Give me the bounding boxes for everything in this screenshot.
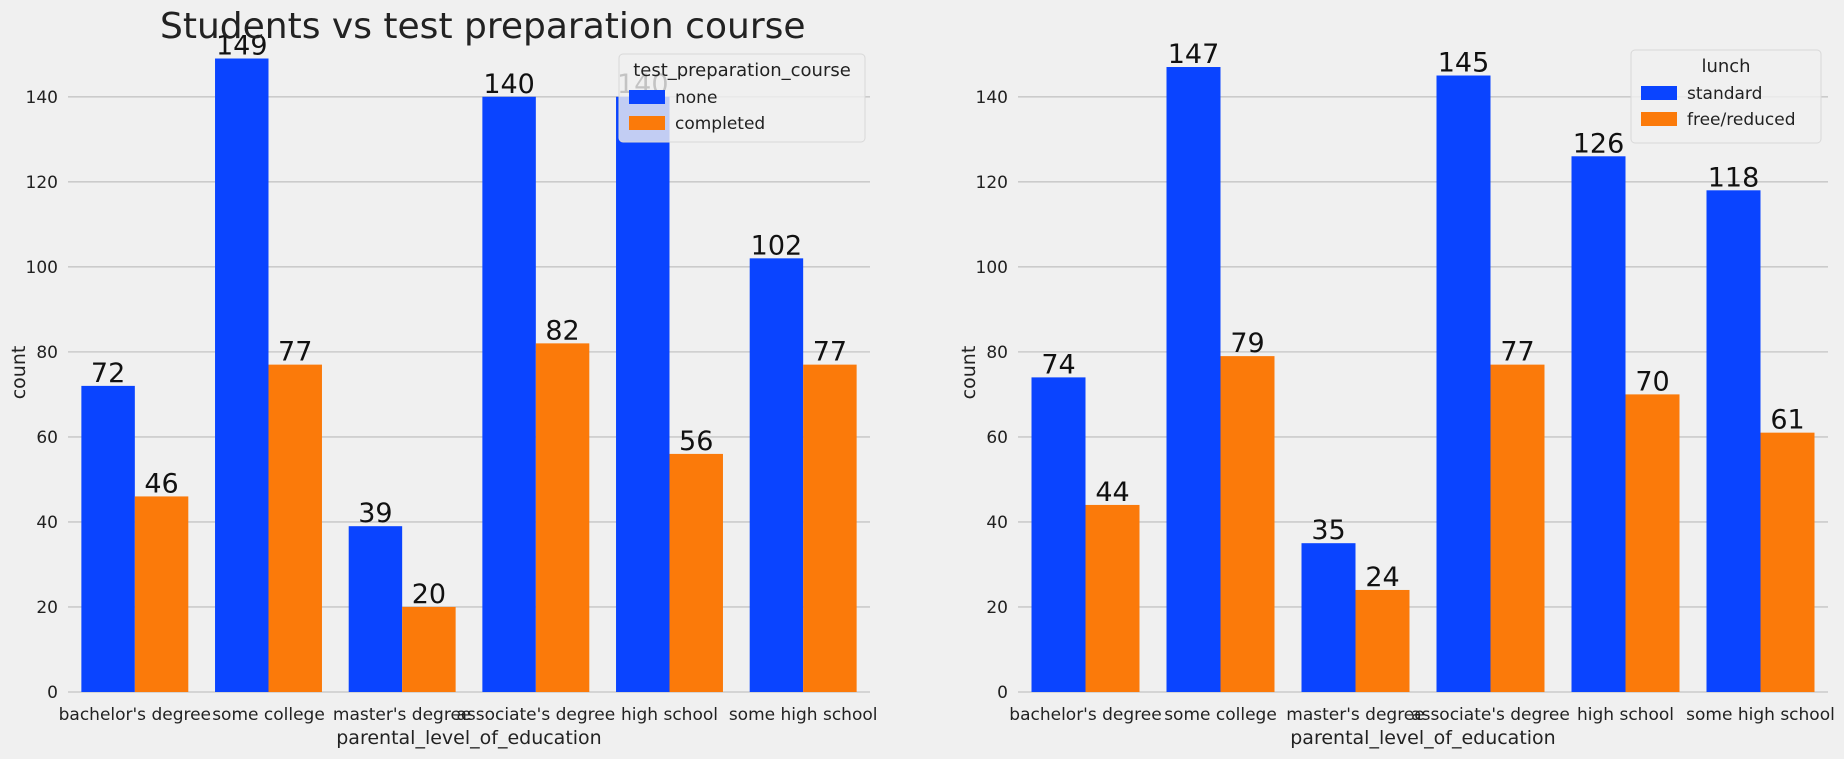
bar-free-reduced [1220, 356, 1275, 692]
x-tick-label: some high school [1686, 705, 1835, 725]
y-tick-label: 0 [47, 683, 58, 703]
y-axis-label: count [958, 346, 980, 400]
bar-completed [803, 364, 857, 692]
bar-standard [1706, 190, 1761, 692]
x-tick-label: some high school [729, 705, 878, 725]
chart-panel-1: 0204060801001201407214939140140102467720… [8, 6, 877, 749]
legend-label: free/reduced [1687, 110, 1795, 130]
bar-standard [1166, 67, 1221, 693]
bar-standard [1301, 543, 1356, 692]
y-tick-label: 20 [36, 598, 58, 618]
bar-standard [1436, 75, 1491, 693]
bar-value-label: 79 [1230, 328, 1264, 359]
x-tick-label: high school [621, 705, 718, 725]
bar-none [482, 96, 536, 693]
bar-value-label: 77 [278, 337, 312, 368]
bar-free-reduced [1625, 394, 1680, 692]
x-tick-label: high school [1577, 705, 1674, 725]
y-tick-label: 140 [976, 88, 1008, 108]
bar-value-label: 56 [679, 426, 713, 457]
legend-box [618, 53, 866, 143]
y-tick-label: 0 [997, 683, 1008, 703]
bar-value-label: 46 [144, 468, 178, 499]
bar-value-label: 35 [1311, 515, 1345, 546]
bar-value-label: 147 [1168, 39, 1220, 70]
bar-none [348, 526, 403, 692]
y-tick-label: 100 [26, 258, 58, 278]
y-axis-label: count [8, 346, 30, 400]
bar-value-label: 82 [545, 315, 579, 346]
legend-swatch [629, 90, 665, 104]
legend-swatch [1641, 86, 1677, 100]
bar-value-label: 102 [751, 230, 803, 261]
legend-label: completed [675, 114, 765, 134]
bar-standard [1031, 377, 1086, 692]
y-tick-label: 80 [36, 343, 58, 363]
legend-box [1630, 49, 1822, 144]
bar-completed [268, 364, 322, 692]
bar-value-label: 149 [216, 31, 268, 62]
chart-title: Students vs test preparation course [160, 6, 806, 47]
bar-value-label: 140 [483, 69, 535, 100]
bar-free-reduced [1085, 504, 1140, 692]
bar-none [81, 385, 135, 692]
legend-label: none [675, 88, 717, 108]
y-tick-label: 120 [976, 173, 1008, 193]
bar-none [749, 258, 804, 692]
x-tick-label: some college [1164, 705, 1277, 725]
x-tick-label: some college [212, 705, 325, 725]
legend-swatch [1641, 112, 1677, 126]
legend-swatch [629, 116, 665, 130]
bar-value-label: 70 [1635, 366, 1669, 397]
legend-title: test_preparation_course [633, 60, 851, 81]
y-tick-label: 60 [986, 428, 1008, 448]
bar-free-reduced [1760, 432, 1815, 692]
legend-title: lunch [1701, 56, 1750, 77]
legend-label: standard [1687, 84, 1762, 104]
bar-completed [535, 343, 590, 692]
bar-value-label: 74 [1041, 349, 1075, 380]
bar-standard [1571, 156, 1626, 693]
y-tick-label: 100 [976, 258, 1008, 278]
bar-value-label: 24 [1365, 562, 1399, 593]
bar-completed [134, 496, 189, 692]
bar-value-label: 44 [1095, 477, 1129, 508]
bar-value-label: 39 [358, 498, 392, 529]
bar-value-label: 77 [813, 337, 847, 368]
bar-value-label: 72 [91, 358, 125, 389]
legend: lunch standard free/reduced [1630, 49, 1822, 144]
bar-value-label: 20 [412, 579, 446, 610]
y-tick-label: 120 [26, 173, 58, 193]
bar-none [616, 96, 670, 693]
bar-completed [402, 606, 456, 692]
bar-completed [669, 453, 723, 692]
chart-panel-2: 0 20 40 60 80 100 120 140 74 147 35 145 126 118 44 79 24… [958, 39, 1835, 749]
x-tick-label: bachelor's degree [1009, 705, 1161, 725]
bar-value-label: 145 [1438, 48, 1490, 79]
bar-value-label: 126 [1573, 128, 1625, 159]
x-axis-label: parental_level_of_education [336, 727, 601, 749]
x-tick-label: master's degree [1286, 705, 1424, 725]
y-tick-label: 140 [26, 88, 58, 108]
bar-free-reduced [1490, 364, 1545, 692]
x-axis-label: parental_level_of_education [1290, 727, 1555, 749]
x-tick-label: associate's degree [457, 705, 616, 725]
y-tick-label: 20 [986, 598, 1008, 618]
x-tick-label: associate's degree [1411, 705, 1570, 725]
y-tick-label: 40 [986, 513, 1008, 533]
x-tick-label: master's degree [333, 705, 471, 725]
bar-value-label: 61 [1770, 405, 1804, 436]
bar-free-reduced [1355, 589, 1410, 692]
y-tick-label: 80 [986, 343, 1008, 363]
bar-value-label: 118 [1708, 162, 1760, 193]
bar-value-label: 77 [1500, 337, 1534, 368]
bar-none [215, 58, 269, 692]
y-tick-label: 60 [36, 428, 58, 448]
y-tick-label: 40 [36, 513, 58, 533]
x-tick-label: bachelor's degree [59, 705, 211, 725]
